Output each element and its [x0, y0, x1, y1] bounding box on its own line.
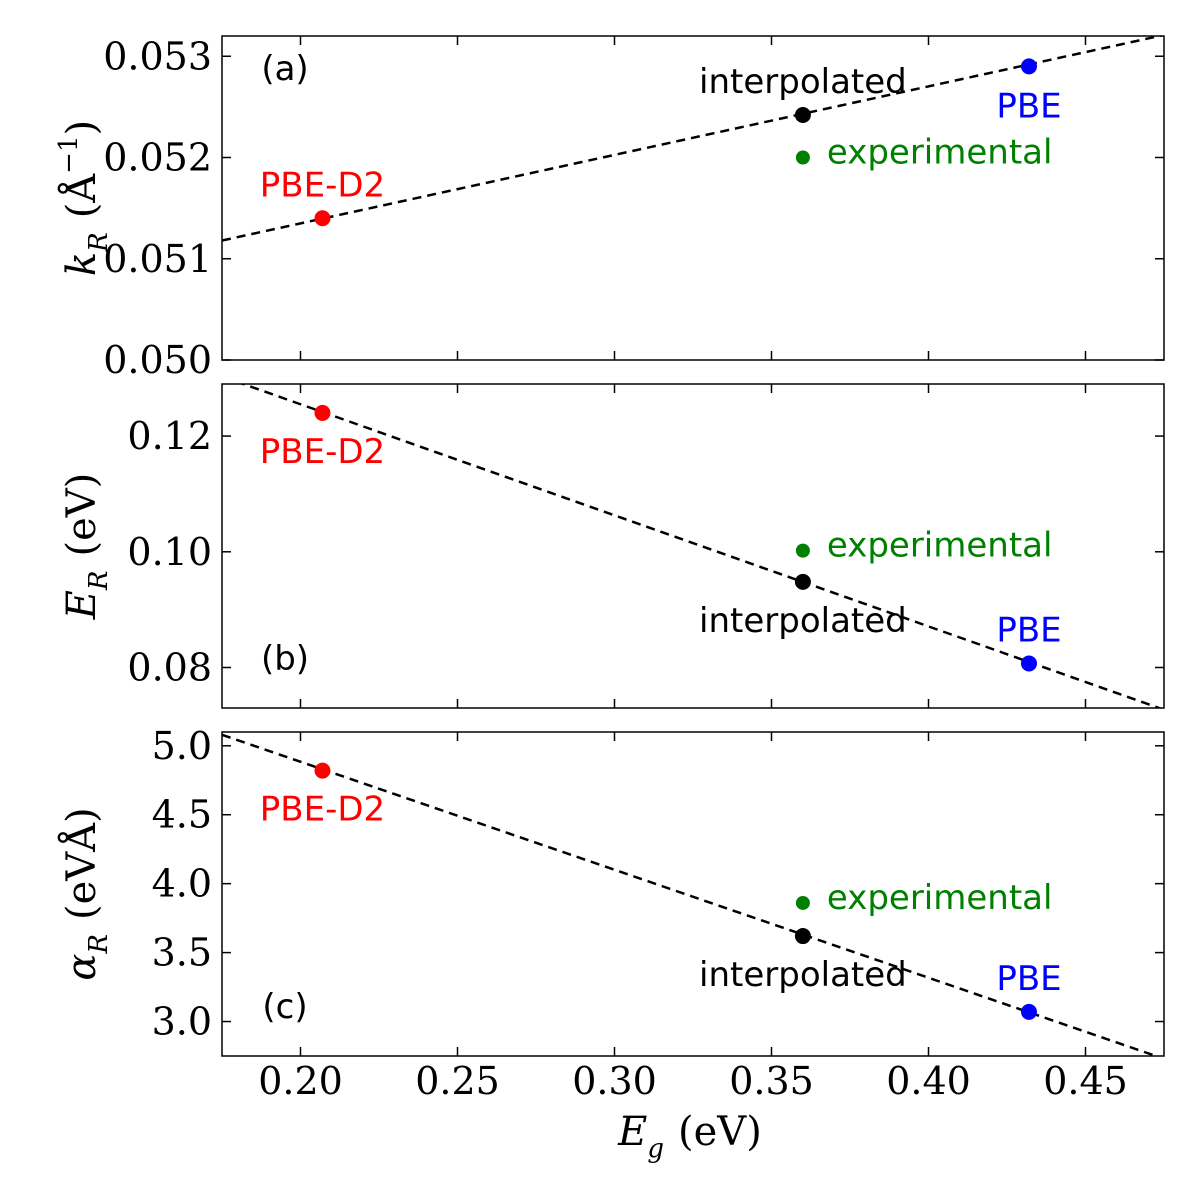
y-axis-symbol: k [59, 252, 105, 276]
x-tick-label: 0.45 [1043, 1059, 1128, 1103]
y-axis-unit-close: ) [59, 120, 105, 136]
x-axis-unit: (eV) [678, 1109, 762, 1155]
panel-b: 0.08 0.10 0.12 PBE-D2 interpolated experiment… [59, 383, 1165, 709]
panels: 0.050 0.051 0.052 0.053 PBE-D2 interpolated ex… [54, 34, 1165, 1057]
panel-b-y-tick-label: 0.08 [127, 646, 212, 690]
panel-c-point-experimental [795, 895, 810, 910]
panel-c-point-interpolated [794, 928, 811, 945]
x-tick-label: 0.30 [572, 1059, 657, 1103]
panel-c-frame [221, 731, 1165, 1057]
panel-c-y-axis-label: αR (eVÅ) [58, 807, 114, 980]
panel-b-point-pbe [1020, 655, 1037, 672]
y-axis-unit: (eVÅ) [58, 807, 105, 920]
panel-b-label-pbe: PBE [996, 610, 1061, 650]
panel-a: 0.050 0.051 0.052 0.053 PBE-D2 interpolated ex… [54, 34, 1165, 382]
x-tick-label: 0.25 [415, 1059, 500, 1103]
y-axis-unit-superscript: −1 [54, 135, 84, 173]
panel-b-letter: (b) [261, 639, 309, 679]
y-axis-subscript: R [84, 571, 114, 592]
panel-a-y-tick-label: 0.053 [103, 34, 212, 78]
panel-c-letter: (c) [262, 987, 307, 1027]
panel-c-point-pbe-d2 [314, 762, 331, 779]
panel-a-label-experimental: experimental [827, 133, 1053, 173]
panel-c: 3.0 3.5 4.0 4.5 5.0 PBE-D2 interpolated experim… [58, 724, 1165, 1057]
x-axis-label: Eg (eV) [617, 1109, 762, 1164]
panel-c-y-tick-label: 4.0 [152, 862, 212, 906]
panel-c-label-interpolated: interpolated [699, 955, 907, 995]
panel-c-y-tick-label: 5.0 [152, 724, 212, 768]
panel-c-fit-line [222, 733, 1160, 1056]
y-axis-unit: (Å [58, 173, 105, 219]
panel-a-label-interpolated: interpolated [699, 62, 907, 102]
y-axis-unit: (eV) [59, 473, 105, 557]
x-tick-label: 0.40 [886, 1059, 971, 1103]
panel-c-point-pbe [1020, 1003, 1037, 1020]
panel-b-frame [221, 383, 1165, 709]
x-tick-label: 0.20 [258, 1059, 343, 1103]
y-axis-symbol: E [59, 590, 105, 620]
panel-a-point-experimental [795, 150, 810, 165]
panel-a-point-interpolated [794, 106, 811, 123]
panel-b-y-tick-label: 0.12 [127, 414, 212, 458]
panel-a-label-pbe-d2: PBE-D2 [260, 165, 385, 205]
panel-a-y-axis-label: kR (Å−1) [54, 120, 114, 276]
x-axis-symbol: E [617, 1109, 647, 1155]
panel-b-y-tick-label: 0.10 [127, 530, 212, 574]
panel-b-label-experimental: experimental [827, 526, 1053, 566]
x-tick-labels: 0.20 0.25 0.30 0.35 0.40 0.45 [258, 1059, 1128, 1103]
y-axis-symbol: α [59, 954, 105, 981]
panel-a-y-tick-label: 0.052 [103, 136, 212, 180]
x-tick-label: 0.35 [729, 1059, 814, 1103]
panel-b-label-interpolated: interpolated [699, 601, 907, 641]
y-axis-subscript: R [84, 232, 114, 253]
panel-a-fit-line [222, 36, 1164, 242]
panel-b-point-pbe-d2 [314, 404, 331, 421]
panel-a-y-tick-label: 0.051 [103, 237, 212, 281]
x-axis-subscript: g [647, 1134, 664, 1164]
panel-a-point-pbe-d2 [314, 210, 331, 227]
panel-c-y-tick-label: 4.5 [152, 793, 212, 837]
panel-b-label-pbe-d2: PBE-D2 [260, 432, 385, 472]
panel-c-label-pbe-d2: PBE-D2 [260, 790, 385, 830]
y-axis-subscript: R [84, 934, 114, 955]
panel-a-label-pbe: PBE [996, 86, 1061, 126]
panel-a-point-pbe [1020, 58, 1037, 75]
panel-a-frame [221, 35, 1165, 361]
panel-c-y-tick-label: 3.0 [152, 1000, 212, 1044]
panel-c-label-experimental: experimental [827, 878, 1053, 918]
panel-a-letter: (a) [261, 49, 308, 89]
panel-c-label-pbe: PBE [996, 959, 1061, 999]
panel-b-fit-line [239, 384, 1163, 708]
panel-b-point-experimental [795, 543, 810, 558]
x-axis: 0.20 0.25 0.30 0.35 0.40 0.45 Eg (eV) [258, 1059, 1128, 1164]
panel-a-y-tick-label: 0.050 [103, 338, 212, 382]
panel-b-point-interpolated [794, 573, 811, 590]
panel-c-y-tick-label: 3.5 [152, 931, 212, 975]
panel-b-y-axis-label: ER (eV) [59, 473, 114, 621]
